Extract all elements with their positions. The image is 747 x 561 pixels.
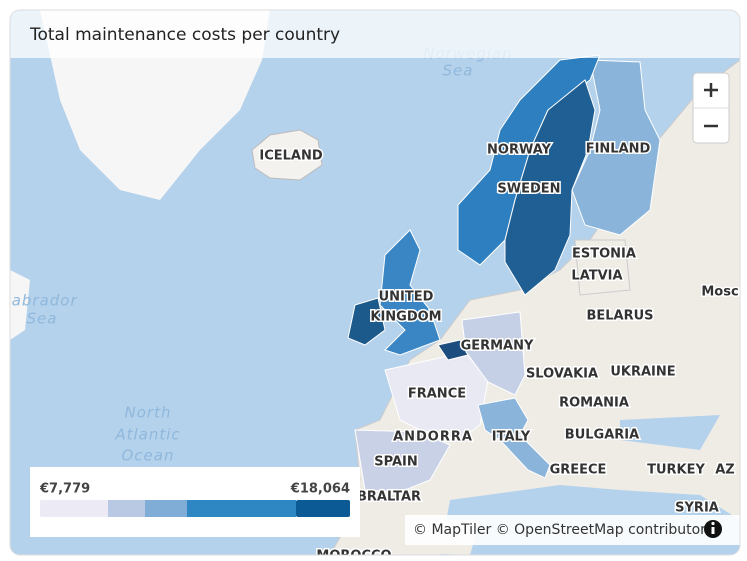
card-border	[9, 9, 741, 556]
country-label: MOROCCO	[316, 549, 391, 561]
country	[347, 297, 386, 346]
sea-label: Sea	[27, 310, 58, 328]
attribution-box	[405, 515, 740, 545]
legend-swatch	[40, 500, 108, 517]
country-label: NORWAY	[487, 143, 552, 158]
sea-label: Ocean	[122, 447, 175, 465]
land	[251, 129, 323, 181]
country-label: UNITED	[379, 290, 434, 305]
country-label: AZ	[715, 463, 735, 478]
country	[379, 229, 441, 356]
country-label: SLOVAKIA	[526, 367, 598, 382]
legend-swatch	[296, 500, 350, 517]
country-label: SYRIA	[675, 501, 719, 516]
country-label: GERMANY	[461, 339, 534, 354]
country-label: ROMANIA	[559, 396, 629, 411]
country-label: SPAIN	[374, 455, 417, 470]
zoom-in[interactable]	[704, 83, 718, 97]
country	[477, 397, 551, 479]
country-label: KINGDOM	[370, 310, 441, 325]
country-label: SWEDEN	[497, 182, 560, 197]
info-icon[interactable]	[704, 520, 722, 538]
land	[10, 270, 30, 340]
attribution: © MapTiler © OpenStreetMap contributors	[413, 522, 713, 538]
country-label: TURKEY	[647, 463, 705, 478]
country-label: GREECE	[550, 463, 607, 478]
country	[504, 79, 596, 296]
country-label: BELARUS	[586, 309, 653, 324]
sea-label: Labrador	[2, 292, 77, 310]
country	[571, 59, 661, 236]
country-label: BRALTAR	[357, 490, 421, 505]
country-label: ICELAND	[259, 149, 322, 164]
sea-label: North	[125, 404, 172, 422]
country-label: ITALY	[492, 430, 531, 445]
country-label: ESTONIA	[572, 247, 636, 262]
sea	[620, 415, 720, 450]
map[interactable]: Norwegian Sea Labrador Sea North Atlanti…	[2, 10, 740, 561]
sea-label: Sea	[443, 62, 474, 80]
title: Total maintenance costs per country	[29, 25, 340, 45]
country	[461, 311, 526, 396]
country-label: FRANCE	[408, 387, 466, 402]
country-label: FINLAND	[586, 142, 651, 157]
legend-swatch	[145, 500, 187, 517]
legend-max: €18,064	[290, 482, 350, 497]
legend-swatch	[108, 500, 145, 517]
legend-min: €7,779	[39, 482, 90, 497]
country	[574, 239, 631, 296]
country-label: BULGARIA	[565, 428, 639, 443]
country-label: Mosc	[701, 285, 738, 300]
zoom-control	[692, 72, 730, 144]
country	[384, 351, 489, 441]
country-label: LATVIA	[571, 269, 622, 284]
country-label: UKRAINE	[610, 365, 675, 380]
sea-label: Atlantic	[114, 426, 180, 444]
country-label: ANDORRA	[393, 430, 473, 445]
title-bar	[10, 10, 740, 58]
legend-swatch	[187, 500, 296, 517]
country	[354, 429, 451, 493]
